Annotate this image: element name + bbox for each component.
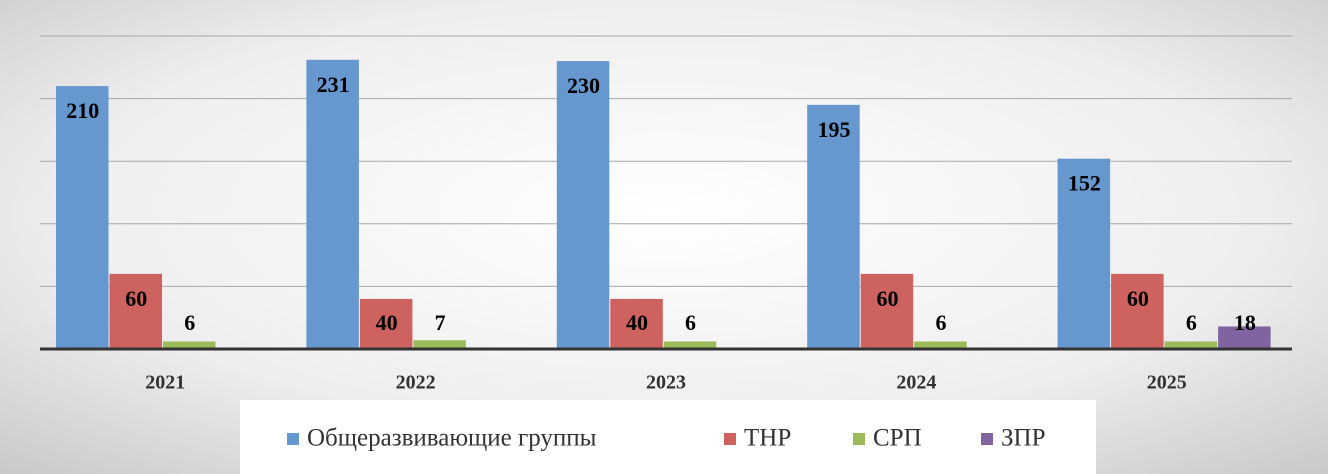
bar	[109, 273, 162, 349]
x-tick-label: 2023	[646, 372, 686, 394]
data-label: 18	[1234, 310, 1256, 335]
legend-label: ТНР	[744, 425, 791, 452]
bar	[1218, 326, 1271, 349]
bar	[163, 341, 216, 349]
bar	[663, 341, 717, 349]
x-tick-label: 2025	[1147, 372, 1187, 394]
data-label: 7	[435, 310, 446, 335]
data-label: 6	[935, 310, 946, 335]
data-label: 231	[317, 72, 350, 97]
data-label: 60	[1127, 286, 1149, 311]
legend-swatch	[724, 433, 736, 445]
x-tick-label: 2021	[145, 372, 185, 394]
bar	[413, 340, 466, 349]
bar	[306, 59, 359, 350]
data-label: 60	[876, 286, 898, 311]
data-label: 40	[376, 310, 398, 335]
bar	[1111, 273, 1164, 349]
x-tick-label: 2024	[896, 372, 936, 394]
legend-label: ЗПР	[1001, 425, 1045, 452]
legend-swatch	[981, 433, 993, 445]
data-label: 60	[125, 286, 147, 311]
data-label: 6	[184, 310, 195, 335]
legend-label: Общеразвивающие группы	[307, 425, 597, 452]
data-label: 6	[1186, 310, 1197, 335]
data-label: 230	[567, 73, 600, 98]
data-label: 6	[685, 310, 696, 335]
data-label: 195	[817, 117, 850, 142]
bar	[1057, 158, 1111, 349]
bar	[807, 104, 860, 349]
data-label: 210	[66, 98, 99, 123]
bar	[56, 86, 109, 349]
bar	[359, 298, 413, 349]
bar	[914, 341, 967, 349]
data-label: 152	[1068, 171, 1101, 196]
legend-label: СРП	[873, 425, 922, 452]
bar	[556, 61, 610, 349]
data-label: 40	[626, 310, 648, 335]
bar	[860, 273, 914, 349]
legend-box	[240, 400, 1096, 474]
bar	[610, 298, 663, 349]
bar	[1164, 341, 1218, 349]
legend-swatch	[853, 433, 865, 445]
x-tick-label: 2022	[396, 372, 436, 394]
legend-swatch	[287, 433, 299, 445]
